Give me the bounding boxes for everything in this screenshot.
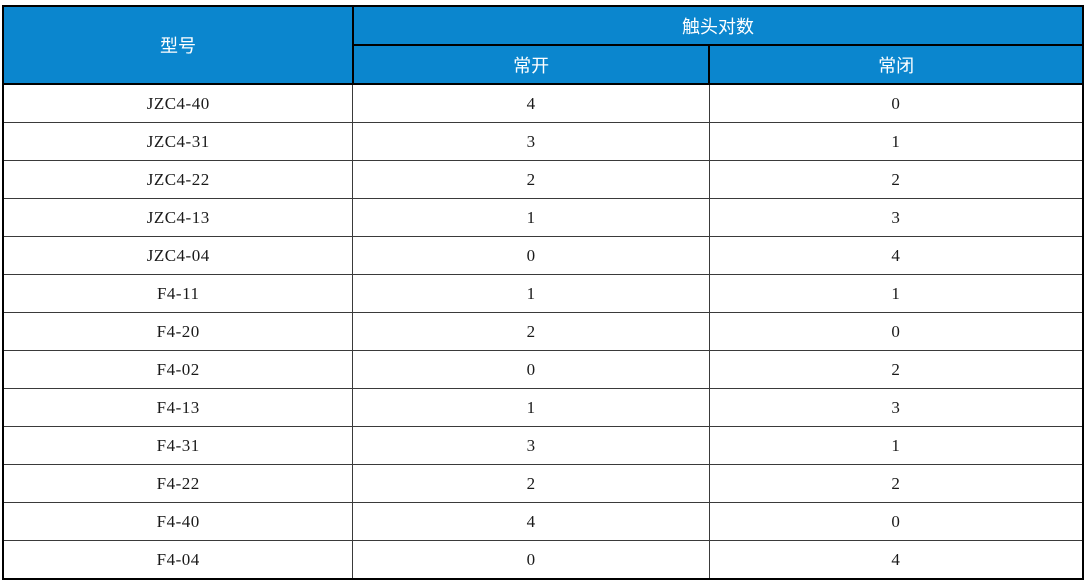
normally-closed-cell: 1 <box>708 122 1084 161</box>
table-row: JZC4-40 4 0 <box>2 83 1084 123</box>
normally-closed-cell: 2 <box>708 160 1084 199</box>
table-body: JZC4-40 4 0 JZC4-31 3 1 JZC4-22 2 2 JZC4… <box>2 83 1084 580</box>
normally-open-cell: 4 <box>352 83 710 123</box>
model-cell: JZC4-40 <box>2 83 354 123</box>
table-row: JZC4-13 1 3 <box>2 198 1084 237</box>
model-cell: F4-04 <box>2 540 354 580</box>
normally-open-cell: 1 <box>352 388 710 427</box>
model-cell: JZC4-13 <box>2 198 354 237</box>
normally-open-cell: 3 <box>352 122 710 161</box>
model-cell: F4-13 <box>2 388 354 427</box>
normally-closed-cell: 0 <box>708 502 1084 541</box>
normally-closed-cell: 1 <box>708 426 1084 465</box>
normally-closed-cell: 4 <box>708 540 1084 580</box>
page: 型号 触头对数 常开 常闭 JZC4-40 4 0 JZC4-31 3 1 JZ… <box>2 5 1085 580</box>
normally-open-cell: 0 <box>352 350 710 389</box>
normally-open-cell: 4 <box>352 502 710 541</box>
column-header-model: 型号 <box>2 5 354 85</box>
table-row: F4-22 2 2 <box>2 464 1084 503</box>
table-row: F4-11 1 1 <box>2 274 1084 313</box>
normally-open-cell: 2 <box>352 160 710 199</box>
column-header-normally-open: 常开 <box>351 44 711 85</box>
model-cell: F4-40 <box>2 502 354 541</box>
normally-closed-cell: 3 <box>708 388 1084 427</box>
normally-open-cell: 0 <box>352 236 710 275</box>
normally-closed-cell: 1 <box>708 274 1084 313</box>
normally-closed-cell: 2 <box>708 464 1084 503</box>
normally-open-cell: 2 <box>352 312 710 351</box>
model-cell: F4-11 <box>2 274 354 313</box>
normally-open-cell: 1 <box>352 274 710 313</box>
header-row-group: 型号 触头对数 <box>2 5 1085 85</box>
normally-open-cell: 0 <box>352 540 710 580</box>
table-row: F4-20 2 0 <box>2 312 1084 351</box>
model-cell: F4-20 <box>2 312 354 351</box>
table-row: JZC4-31 3 1 <box>2 122 1084 161</box>
normally-open-cell: 2 <box>352 464 710 503</box>
table-row: F4-31 3 1 <box>2 426 1084 465</box>
table-row: JZC4-22 2 2 <box>2 160 1084 199</box>
model-cell: JZC4-22 <box>2 160 354 199</box>
normally-closed-cell: 0 <box>708 83 1084 123</box>
model-cell: F4-31 <box>2 426 354 465</box>
table-row: F4-40 4 0 <box>2 502 1084 541</box>
model-cell: F4-22 <box>2 464 354 503</box>
normally-open-cell: 1 <box>352 198 710 237</box>
model-cell: F4-02 <box>2 350 354 389</box>
table-row: F4-04 0 4 <box>2 540 1084 580</box>
normally-open-cell: 3 <box>352 426 710 465</box>
column-header-normally-closed: 常闭 <box>708 44 1084 85</box>
normally-closed-cell: 4 <box>708 236 1084 275</box>
normally-closed-cell: 3 <box>708 198 1084 237</box>
header-row-sub: 常开 常闭 <box>3 44 1084 85</box>
table-header: 型号 触头对数 常开 常闭 <box>2 5 1085 85</box>
contact-pairs-table: 型号 触头对数 常开 常闭 JZC4-40 4 0 JZC4-31 3 1 JZ… <box>2 5 1085 580</box>
normally-closed-cell: 0 <box>708 312 1084 351</box>
normally-closed-cell: 2 <box>708 350 1084 389</box>
table-row: JZC4-04 0 4 <box>2 236 1084 275</box>
column-header-contact-pairs: 触头对数 <box>351 5 1085 46</box>
table-row: F4-13 1 3 <box>2 388 1084 427</box>
model-cell: JZC4-31 <box>2 122 354 161</box>
table-row: F4-02 0 2 <box>2 350 1084 389</box>
model-cell: JZC4-04 <box>2 236 354 275</box>
